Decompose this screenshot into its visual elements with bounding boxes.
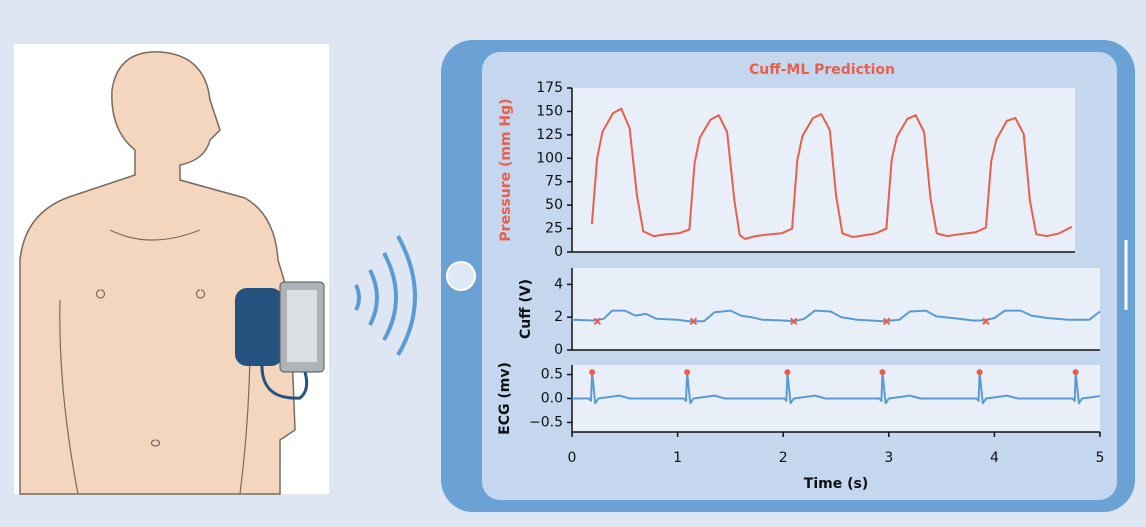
plot-area — [572, 88, 1075, 252]
marker-x — [790, 317, 798, 326]
y-tick-label: −0.5 — [529, 414, 563, 430]
marker-x — [689, 317, 698, 326]
marker-x — [982, 317, 990, 326]
x-tick-label: 4 — [990, 450, 999, 466]
y-tick-label: 25 — [545, 221, 563, 237]
y-tick-label: 0.0 — [541, 391, 563, 407]
marker-dot — [784, 369, 791, 376]
y-tick-label: 0 — [554, 342, 563, 358]
x-tick-label: 2 — [779, 450, 788, 466]
y-axis-label: ECG (mv) — [497, 362, 513, 435]
wireless-waves — [354, 235, 417, 357]
data-line — [590, 107, 1073, 240]
marker-dot — [879, 369, 886, 376]
x-tick-label: 5 — [1096, 450, 1105, 466]
y-tick-label: 0.5 — [541, 367, 563, 383]
y-tick-label: 150 — [536, 103, 563, 119]
y-tick-label: 2 — [554, 309, 563, 325]
y-tick-label: 125 — [536, 127, 563, 143]
chart-title: Cuff-ML Prediction — [749, 62, 895, 78]
y-axis-label: Cuff (V) — [518, 279, 534, 339]
marker-x — [882, 317, 891, 326]
x-tick-label: 0 — [568, 450, 577, 466]
y-axis-label: Pressure (mm Hg) — [498, 98, 514, 241]
x-tick-label: 3 — [884, 450, 893, 466]
marker-dot — [684, 369, 691, 376]
y-tick-label: 50 — [545, 197, 563, 213]
y-tick-label: 100 — [536, 150, 563, 166]
patient-illustration — [14, 44, 329, 495]
data-line — [572, 371, 1101, 405]
data-line — [571, 309, 1101, 323]
y-tick-label: 75 — [545, 174, 563, 190]
x-tick-label: 1 — [673, 450, 682, 466]
x-axis-label: Time (s) — [804, 476, 868, 492]
plot-area — [572, 268, 1100, 350]
marker-dot — [589, 369, 596, 376]
marker-dot — [1072, 369, 1079, 376]
marker-x — [593, 317, 602, 326]
y-tick-label: 0 — [554, 244, 563, 260]
y-tick-label: 4 — [554, 276, 563, 292]
y-tick-label: 175 — [536, 80, 563, 96]
marker-dot — [976, 369, 983, 376]
